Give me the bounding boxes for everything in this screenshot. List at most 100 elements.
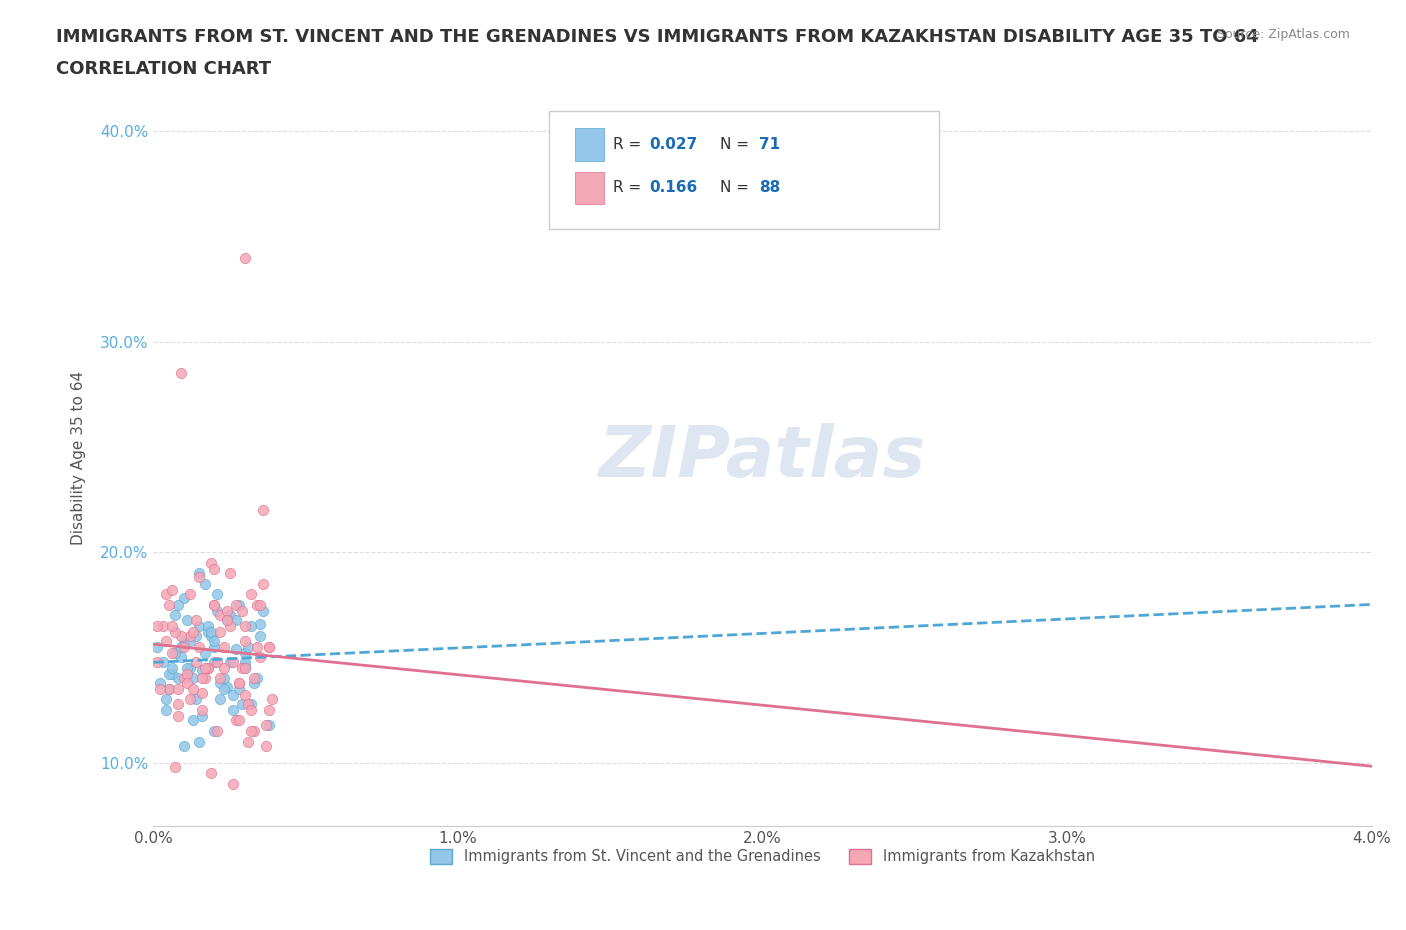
- Point: [209, 692, 232, 707]
- Point: [176, 660, 198, 675]
- Point: [202, 724, 225, 738]
- Point: [173, 640, 195, 655]
- Text: IMMIGRANTS FROM ST. VINCENT AND THE GRENADINES VS IMMIGRANTS FROM KAZAKHSTAN DIS: IMMIGRANTS FROM ST. VINCENT AND THE GREN…: [56, 28, 1258, 46]
- Point: [188, 734, 211, 749]
- Point: [202, 562, 225, 577]
- Point: [257, 640, 280, 655]
- Point: [191, 702, 214, 717]
- Point: [231, 604, 253, 618]
- Point: [194, 671, 217, 685]
- Point: [225, 612, 247, 627]
- Point: [194, 577, 217, 591]
- Point: [215, 612, 238, 627]
- Point: [254, 717, 277, 732]
- Point: [212, 640, 235, 655]
- Point: [228, 682, 250, 697]
- Point: [194, 660, 217, 675]
- Point: [155, 633, 177, 648]
- Point: [181, 671, 204, 685]
- Point: [233, 654, 256, 669]
- Point: [257, 717, 280, 732]
- Point: [207, 587, 229, 602]
- Point: [249, 597, 271, 612]
- Point: [170, 365, 193, 380]
- Point: [152, 654, 174, 669]
- Point: [231, 697, 253, 711]
- Point: [218, 618, 240, 633]
- Point: [160, 618, 183, 633]
- Point: [228, 597, 250, 612]
- Point: [239, 702, 262, 717]
- FancyBboxPatch shape: [550, 112, 939, 230]
- Point: [166, 682, 188, 697]
- Point: [225, 713, 247, 728]
- Point: [233, 660, 256, 675]
- Point: [176, 612, 198, 627]
- Point: [228, 675, 250, 690]
- Text: 0.166: 0.166: [650, 180, 697, 195]
- Point: [166, 697, 188, 711]
- Point: [257, 640, 280, 655]
- Point: [155, 692, 177, 707]
- Point: [188, 565, 211, 580]
- Point: [233, 633, 256, 648]
- Point: [202, 597, 225, 612]
- Point: [239, 697, 262, 711]
- Point: [179, 587, 201, 602]
- Text: ZIPatlas: ZIPatlas: [599, 423, 927, 492]
- Point: [191, 671, 214, 685]
- Point: [173, 738, 195, 753]
- Point: [207, 604, 229, 618]
- Point: [249, 617, 271, 631]
- Point: [155, 587, 177, 602]
- Point: [221, 777, 243, 791]
- Point: [252, 577, 274, 591]
- Point: [243, 671, 266, 685]
- Point: [262, 692, 284, 707]
- Text: 71: 71: [759, 137, 780, 153]
- Point: [215, 604, 238, 618]
- Point: [249, 629, 271, 644]
- Point: [221, 654, 243, 669]
- Point: [233, 658, 256, 673]
- Point: [212, 682, 235, 697]
- Point: [212, 671, 235, 685]
- Point: [236, 697, 259, 711]
- Point: [202, 654, 225, 669]
- Point: [173, 671, 195, 685]
- Point: [218, 654, 240, 669]
- Point: [246, 640, 269, 655]
- Text: R =: R =: [613, 137, 645, 153]
- Point: [157, 667, 180, 682]
- Point: [184, 692, 207, 707]
- Point: [200, 629, 222, 644]
- Point: [188, 618, 211, 633]
- Point: [239, 724, 262, 738]
- Point: [160, 645, 183, 660]
- Point: [191, 662, 214, 677]
- Point: [163, 759, 186, 774]
- Point: [176, 675, 198, 690]
- Point: [209, 671, 232, 685]
- Y-axis label: Disability Age 35 to 64: Disability Age 35 to 64: [72, 370, 86, 545]
- Text: CORRELATION CHART: CORRELATION CHART: [56, 60, 271, 78]
- Point: [218, 608, 240, 623]
- Point: [184, 654, 207, 669]
- Point: [233, 660, 256, 675]
- Point: [243, 724, 266, 738]
- Point: [145, 654, 167, 669]
- Point: [202, 633, 225, 648]
- Point: [145, 618, 167, 633]
- Point: [160, 660, 183, 675]
- Point: [233, 250, 256, 265]
- Point: [179, 660, 201, 675]
- Point: [191, 685, 214, 700]
- Text: N =: N =: [720, 137, 754, 153]
- Point: [181, 682, 204, 697]
- Point: [246, 597, 269, 612]
- Point: [191, 709, 214, 724]
- Point: [236, 734, 259, 749]
- Point: [207, 724, 229, 738]
- Point: [225, 642, 247, 657]
- Point: [233, 688, 256, 703]
